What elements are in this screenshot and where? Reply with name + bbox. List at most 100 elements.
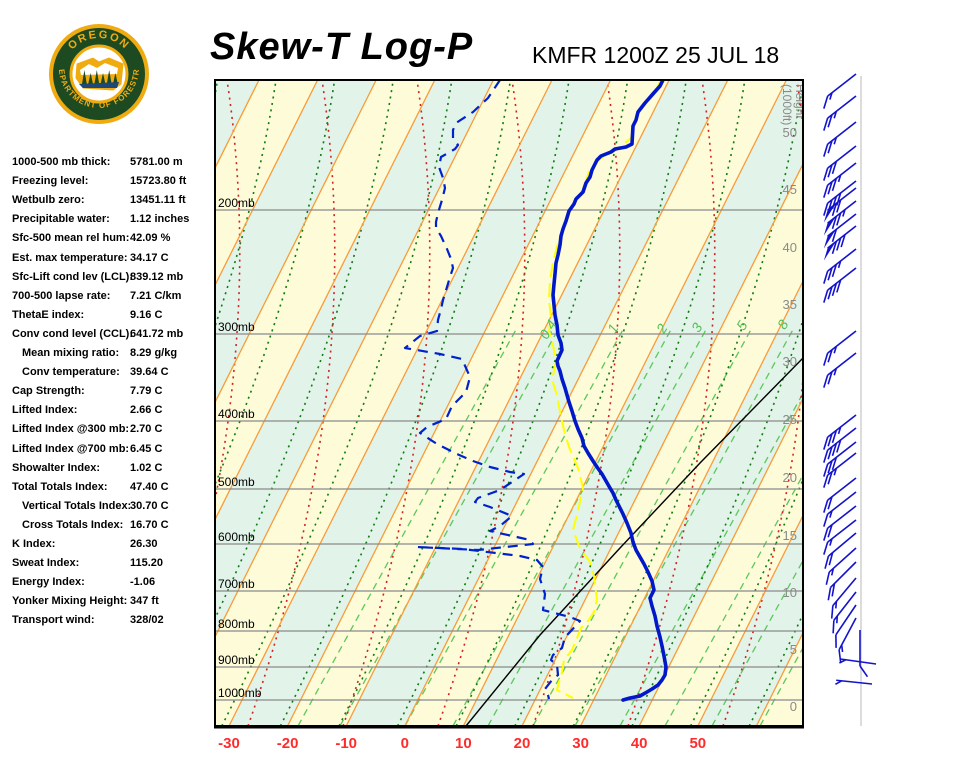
index-value: 2.70 C: [130, 423, 163, 436]
wind-barb: [823, 162, 857, 198]
index-value: 39.64 C: [130, 366, 169, 379]
mixing-ratio-line: [404, 329, 624, 726]
index-value: 2.66 C: [130, 404, 163, 417]
isotherm-line: [638, 396, 803, 726]
wind-barb: [823, 352, 857, 388]
wind-barb: [823, 441, 857, 477]
index-label: Energy Index:: [12, 576, 85, 589]
index-label: Cap Strength:: [12, 385, 85, 398]
index-row: Vertical Totals Index: 30.70 C: [12, 500, 212, 519]
index-row: 700-500 lapse rate: 7.21 C/km: [12, 290, 212, 309]
index-label: Lifted Index @700 mb:: [12, 442, 130, 455]
isotherm-line: [215, 80, 377, 404]
index-label: Total Totals Index:: [12, 480, 108, 493]
index-value: 839.12 mb: [130, 270, 184, 283]
index-row: Mean mixing ratio: 8.29 g/kg: [12, 347, 212, 366]
index-label: Precipitable water:: [12, 213, 110, 226]
height-tick-label: 45: [783, 182, 797, 197]
index-row: Cap Strength: 7.79 C: [12, 385, 212, 404]
dry-adiabat: [221, 80, 453, 726]
wind-barb: [835, 679, 873, 685]
wind-barb: [823, 200, 857, 236]
dry-adiabat: [631, 317, 803, 726]
mixing-ratio-line: [711, 559, 803, 726]
wind-barb: [838, 617, 857, 663]
height-axis-title: Height: [793, 84, 807, 119]
wind-barb: [835, 604, 857, 648]
index-value: 34.17 C: [130, 251, 169, 264]
pressure-level-label: 300mb: [218, 320, 255, 334]
dry-adiabat: [396, 80, 629, 726]
height-tick-label: 5: [790, 642, 797, 657]
wind-barb: [830, 577, 857, 619]
index-label: ThetaE index:: [12, 308, 85, 321]
mixing-ratio-line: [574, 329, 794, 726]
wind-barb: [825, 547, 857, 585]
height-tick-label: 50: [783, 125, 797, 140]
parcel-line: [465, 357, 803, 726]
index-label: Cross Totals Index:: [22, 518, 124, 531]
index-label: 700-500 lapse rate:: [12, 289, 111, 302]
index-label: Freezing level:: [12, 175, 89, 188]
index-value: 47.40 C: [130, 480, 169, 493]
index-row: Conv cond level (CCL): 641.72 mb: [12, 328, 212, 347]
isotherm-line: [215, 80, 494, 639]
isotherm-line: [215, 80, 436, 522]
index-row: ThetaE index: 9.16 C: [12, 309, 212, 328]
temperature-trace: [551, 80, 668, 702]
index-value: 26.30: [130, 538, 158, 550]
isotherm-band: [0, 80, 200, 726]
index-value: 5781.00 m: [130, 156, 183, 168]
temp-axis-label: 10: [455, 735, 472, 752]
index-row: Wetbulb zero: 13451.11 ft: [12, 194, 212, 213]
dry-adiabat: [338, 80, 570, 726]
index-value: 1.02 C: [130, 461, 163, 474]
index-value: 641.72 mb: [130, 327, 184, 340]
index-row: Cross Totals Index: 16.70 C: [12, 519, 212, 538]
index-label: Showalter Index:: [12, 461, 101, 474]
pressure-level-label: 400mb: [218, 407, 255, 421]
isotherm-line: [228, 80, 553, 726]
isotherm-band: [463, 80, 803, 726]
index-label: Lifted Index @300 mb:: [12, 423, 130, 436]
chart-interior: 0.4 1 2 3 5 850454035302520151050Height(1000f…: [0, 80, 807, 726]
pressure-level-label: 500mb: [218, 475, 255, 489]
wind-barb: [823, 267, 857, 303]
temp-axis-label: 50: [689, 735, 706, 752]
temp-axis-label: 40: [631, 735, 648, 752]
isotherm-line: [462, 80, 787, 726]
wind-barb: [823, 248, 857, 284]
index-row: Yonker Mixing Height: 347 ft: [12, 595, 212, 614]
height-tick-label: 40: [783, 240, 797, 255]
mixing-ratio-line: [532, 329, 752, 726]
wetbulb-trace: [548, 80, 662, 699]
isotherm-band: [404, 80, 787, 726]
wind-barb: [823, 73, 857, 109]
isotherm-band: [215, 80, 552, 726]
pressure-level-label: 200mb: [218, 196, 255, 210]
isotherm-band: [0, 80, 142, 726]
index-label: Transport wind:: [12, 614, 95, 627]
temp-axis-label: 30: [572, 735, 589, 752]
wind-barb: [823, 505, 857, 541]
index-row: Transport wind: 328/02: [12, 614, 212, 633]
index-label: 1000-500 mb thick:: [12, 156, 111, 168]
dry-adiabat: [514, 80, 746, 726]
index-row: Total Totals Index: 47.40 C: [12, 481, 212, 500]
wind-barb: [823, 95, 857, 131]
dry-adiabat: [455, 80, 687, 726]
pressure-level-label: 700mb: [218, 577, 255, 591]
mixing-ratio-line: [297, 329, 517, 726]
temp-axis-label: -20: [277, 735, 299, 752]
moist-adiabat: [58, 80, 145, 726]
isotherm-band: [287, 80, 670, 726]
height-tick-label: 0: [790, 699, 797, 714]
wind-barb: [823, 491, 857, 527]
index-value: 13451.11 ft: [130, 194, 186, 207]
height-tick-label: 20: [783, 470, 797, 485]
index-label: Sweat Index:: [12, 557, 80, 570]
dry-adiabat: [572, 80, 803, 726]
wind-barb: [832, 591, 857, 634]
isotherm-line: [0, 80, 200, 726]
temp-axis-label: -30: [218, 735, 240, 752]
